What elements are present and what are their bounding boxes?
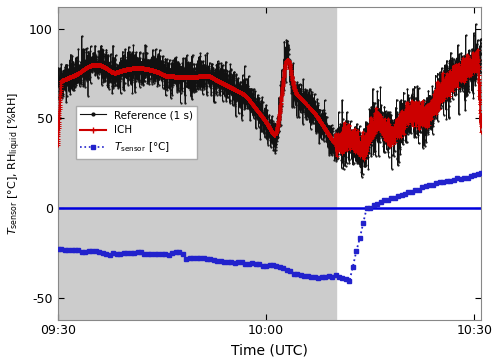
Reference (1 s) — [408, 95, 414, 99]
ICH — [478, 123, 484, 128]
ICH — [54, 143, 60, 147]
Reference (1 s) — [453, 87, 459, 91]
ICH — [424, 119, 430, 123]
ICH — [360, 157, 366, 161]
ICH — [326, 132, 332, 136]
ICH — [194, 74, 200, 79]
Reference (1 s) — [54, 76, 60, 80]
Legend: Reference (1 s), ICH, $T_\mathrm{sensor}$ [°C]: Reference (1 s), ICH, $T_\mathrm{sensor}… — [76, 106, 198, 159]
Reference (1 s) — [472, 22, 478, 26]
Reference (1 s) — [359, 175, 365, 179]
ICH — [437, 91, 443, 95]
ICH — [408, 120, 414, 124]
Bar — [58, 7, 336, 320]
X-axis label: Time (UTC): Time (UTC) — [231, 343, 308, 357]
Reference (1 s) — [478, 37, 484, 41]
Line: Reference (1 s): Reference (1 s) — [57, 23, 482, 178]
Reference (1 s) — [194, 81, 200, 85]
Reference (1 s) — [437, 70, 443, 75]
Line: ICH: ICH — [56, 48, 483, 161]
ICH — [475, 47, 481, 52]
Reference (1 s) — [424, 120, 430, 124]
ICH — [453, 79, 459, 83]
Y-axis label: $T_\mathrm{sensor}$ [°C], RH$_\mathrm{liquid}$ [%RH]: $T_\mathrm{sensor}$ [°C], RH$_\mathrm{li… — [7, 92, 24, 235]
Reference (1 s) — [326, 131, 332, 136]
